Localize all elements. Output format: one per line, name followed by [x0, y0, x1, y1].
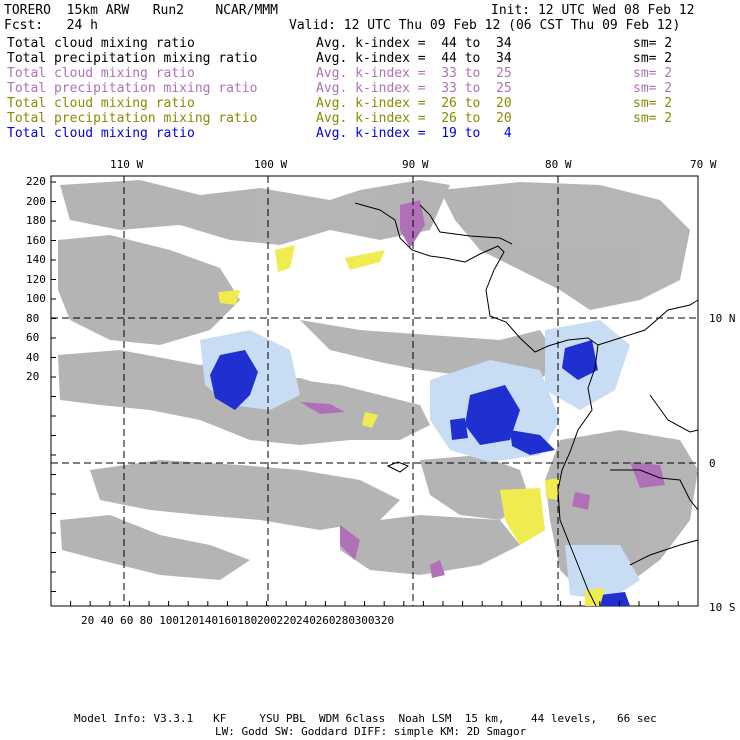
y-tick-label: 60: [26, 331, 40, 344]
legend-smoothing: sm= 2: [633, 111, 673, 126]
coastlines: [354, 202, 699, 607]
legend-smoothing: sm= 2: [633, 81, 673, 96]
y-tick-label: 80: [26, 311, 40, 325]
legend-k-index: Avg. k-index = 44 to 34: [316, 51, 512, 66]
y-tick-label: 20: [26, 370, 40, 383]
model-info: Model Info: V3.3.1 KF YSU PBL WDM 6class…: [74, 712, 657, 725]
x-tick-label: 280: [335, 614, 356, 627]
lat-label: 10 N: [709, 312, 736, 325]
x-tick-label: 20: [81, 614, 95, 627]
x-tick-label: 60: [120, 614, 134, 627]
lon-label: 70 W: [690, 158, 717, 171]
lat-lon-grid: [51, 176, 698, 606]
x-tick-label: 220: [276, 614, 297, 627]
y-tick-label: 120: [26, 272, 46, 286]
lat-label: 10 S: [709, 601, 736, 614]
forecast-hour: Fcst: 24 h: [4, 18, 98, 33]
legend-field: Total precipitation mixing ratio: [7, 81, 258, 96]
cloud-shading-yellow: [218, 245, 605, 606]
lon-label: 90 W: [402, 158, 429, 171]
y-tick-label: 160: [26, 233, 46, 247]
y-tick-label: 200: [26, 194, 46, 208]
x-tick-label: 100: [159, 614, 180, 627]
init-time: Init: 12 UTC Wed 08 Feb 12: [491, 3, 695, 18]
physics-info: LW: Godd SW: Goddard DIFF: simple KM: 2D…: [215, 725, 527, 738]
legend-k-index: Avg. k-index = 33 to 25: [316, 66, 512, 81]
legend-field: Total precipitation mixing ratio: [7, 111, 258, 126]
legend-smoothing: sm= 2: [633, 66, 673, 81]
cloud-shading-blue: [210, 340, 630, 606]
x-tick-label: 240: [296, 614, 316, 627]
lon-label: 100 W: [254, 158, 288, 171]
x-tick-label: 80: [139, 614, 153, 627]
lon-label: 80 W: [545, 158, 572, 171]
legend-field: Total precipitation mixing ratio: [7, 51, 258, 66]
legend-field: Total cloud mixing ratio: [7, 36, 195, 51]
x-tick-label: 140: [198, 614, 219, 627]
legend-k-index: Avg. k-index = 26 to 20: [316, 111, 512, 126]
lat-label: 0: [709, 457, 716, 470]
y-tick-label: 140: [26, 253, 46, 266]
x-tick-label: 200: [256, 614, 277, 627]
x-tick-label: 260: [315, 614, 336, 627]
valid-time: Valid: 12 UTC Thu 09 Feb 12 (06 CST Thu …: [289, 18, 681, 33]
model-title: TORERO 15km ARW Run2 NCAR/MMM: [4, 3, 278, 18]
legend-k-index: Avg. k-index = 26 to 20: [316, 96, 512, 111]
legend-smoothing: sm= 2: [633, 96, 673, 111]
legend-k-index: Avg. k-index = 33 to 25: [316, 81, 512, 96]
legend-smoothing: sm= 2: [633, 36, 673, 51]
legend-k-index: Avg. k-index = 44 to 34: [316, 36, 512, 51]
legend-k-index: Avg. k-index = 19 to 4: [316, 126, 512, 141]
y-tick-label: 100: [26, 292, 46, 305]
y-tick-label: 220: [26, 175, 46, 188]
x-tick-label: 300: [354, 614, 375, 627]
x-tick-label: 120: [178, 614, 199, 627]
x-tick-label: 40: [100, 614, 114, 627]
legend-smoothing: sm= 2: [633, 51, 673, 66]
legend-field: Total cloud mixing ratio: [7, 126, 195, 141]
legend-field: Total cloud mixing ratio: [7, 66, 195, 81]
y-tick-label: 40: [26, 350, 40, 364]
lon-label: 110 W: [110, 158, 144, 171]
x-tick-label: 180: [237, 614, 258, 627]
x-tick-label: 320: [374, 614, 395, 627]
legend-field: Total cloud mixing ratio: [7, 96, 195, 111]
x-tick-label: 160: [217, 614, 238, 627]
y-tick-label: 180: [26, 214, 46, 227]
